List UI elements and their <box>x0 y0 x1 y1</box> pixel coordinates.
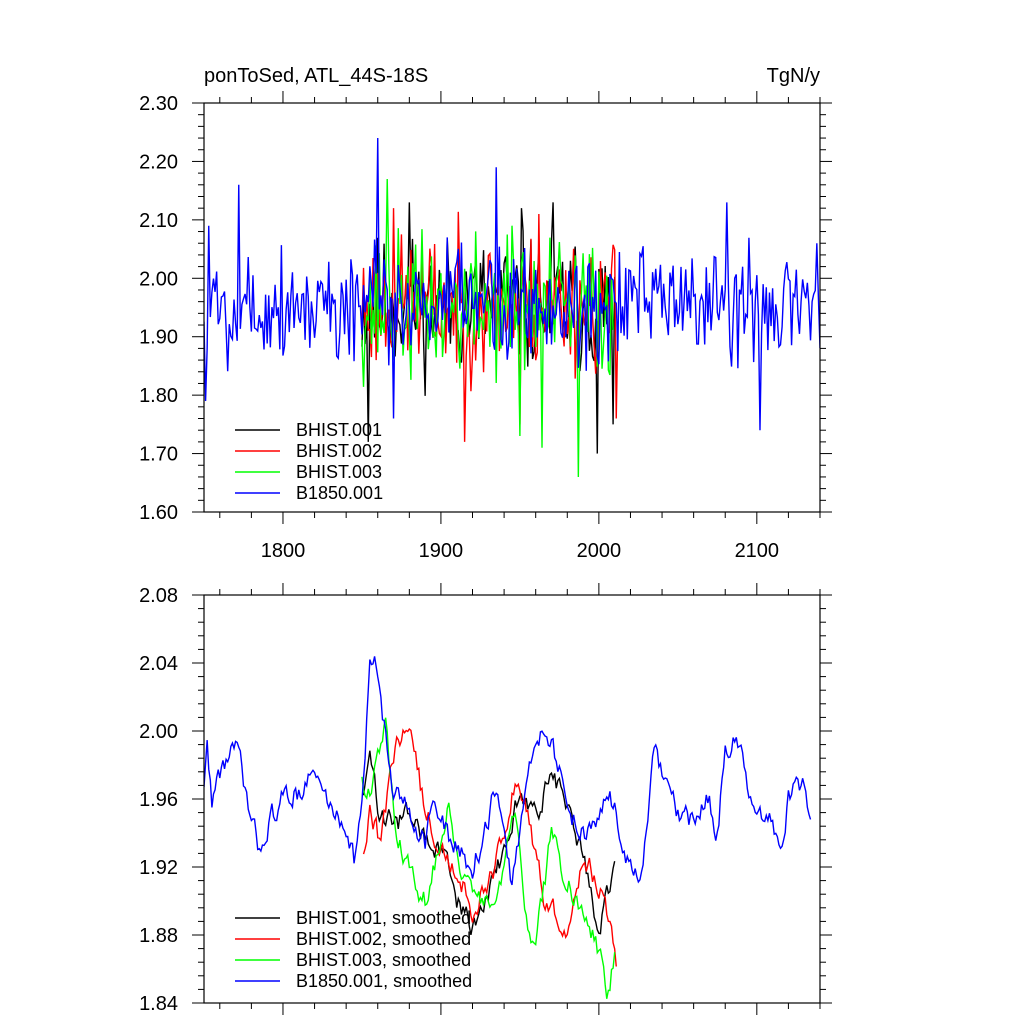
legend-label: BHIST.002, smoothed <box>296 929 471 949</box>
x-tick-label: 1800 <box>261 540 306 562</box>
y-tick-label: 2.04 <box>139 653 178 675</box>
legend-label: BHIST.001 <box>296 420 382 440</box>
x-tick-label: 2100 <box>735 540 780 562</box>
y-tick-label: 2.10 <box>139 210 178 232</box>
y-tick-label: 2.00 <box>139 268 178 290</box>
y-tick-label: 1.88 <box>139 925 178 947</box>
y-tick-label: 1.84 <box>139 993 178 1015</box>
y-tick-label: 2.00 <box>139 721 178 743</box>
bottom-panel: 1.84 1.88 1.92 1.96 2.00 2.04 2.08 BHIST.001, s… <box>139 583 832 1015</box>
x-tick-label: 1900 <box>419 540 464 562</box>
y-tick-label: 1.92 <box>139 857 178 879</box>
top-panel: 1800 1900 2000 2100 1.60 1.70 1.80 1.90 2.00 2.10… <box>139 91 832 562</box>
units-label: TgN/y <box>767 65 820 87</box>
series-line-4 <box>204 138 820 431</box>
series-line-3 <box>361 717 616 999</box>
y-tick-label: 1.90 <box>139 327 178 349</box>
series-line-2 <box>361 208 619 442</box>
legend-label: BHIST.002 <box>296 441 382 461</box>
x-tick-label: 2000 <box>577 540 622 562</box>
chart-title: ponToSed, ATL_44S-18S <box>204 65 428 87</box>
legend-label: BHIST.001, smoothed <box>296 908 471 928</box>
legend-label: BHIST.003 <box>296 462 382 482</box>
y-tick-label: 1.80 <box>139 385 178 407</box>
y-tick-label: 2.30 <box>139 93 178 115</box>
series-line-2 <box>362 728 617 967</box>
y-tick-label: 1.70 <box>139 444 178 466</box>
y-tick-label: 2.20 <box>139 151 178 173</box>
legend-label: B1850.001 <box>296 483 383 503</box>
y-tick-label: 1.60 <box>139 502 178 524</box>
legend-label: BHIST.003, smoothed <box>296 950 471 970</box>
series-line-4 <box>204 656 812 886</box>
y-tick-label: 2.08 <box>139 585 178 607</box>
legend-label: B1850.001, smoothed <box>296 971 472 991</box>
plot-frame <box>203 102 821 513</box>
y-tick-label: 1.96 <box>139 789 178 811</box>
